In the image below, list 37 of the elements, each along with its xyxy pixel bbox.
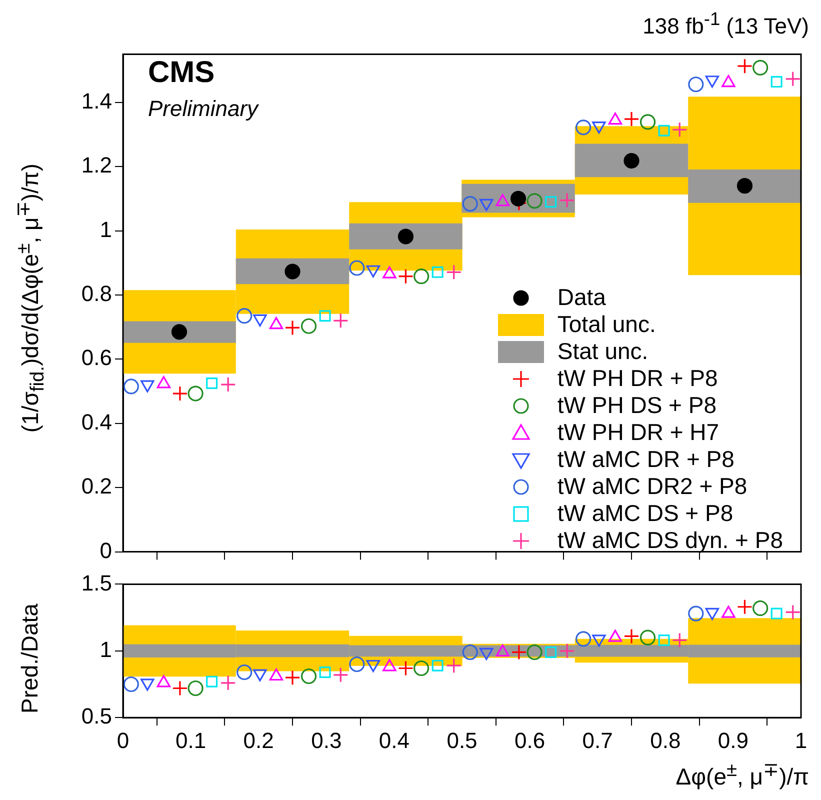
x-tick-label: 0.9 [718,728,748,753]
legend-label: Data [557,284,606,311]
y-tick-label: 0.6 [81,345,112,370]
legend-label: tW PH DR + P8 [557,365,718,392]
legend-label: tW PH DR + H7 [557,419,720,446]
x-tick-label: 0.8 [650,728,681,753]
legend-label: Total unc. [557,311,656,338]
legend-label: tW PH DS + P8 [557,392,717,419]
y-tick-label: 0 [100,538,112,563]
x-tick-label: 0.4 [378,728,410,753]
y-tick-label: 1.5 [81,570,112,596]
y-tick-label: 1.4 [81,88,112,114]
legend-label: tW aMC DS dyn. + P8 [557,527,783,554]
y-tick-label: 1 [100,216,112,242]
y-tick-label: 0.5 [81,704,112,729]
y-tick-label: 0.2 [81,474,112,499]
x-tick-label: 0.1 [176,728,206,753]
x-tick-label: 1 [794,728,808,753]
y-tick-label: 1 [100,636,112,662]
x-tick-label: 0.5 [446,728,478,753]
annotation: CMS [148,56,215,90]
legend-label: tW aMC DR2 + P8 [557,473,748,500]
y-tick-label: 0.8 [81,281,112,306]
x-tick-label: 0.7 [582,728,613,753]
x-tick-label: 0.6 [514,728,546,753]
legend-label: tW aMC DR + P8 [557,446,734,473]
annotation: Preliminary [148,96,258,122]
x-tick-label: 0 [116,728,130,753]
x-tick-label: 0.2 [243,728,274,753]
x-tick-label: 0.3 [311,728,342,753]
legend-label: tW aMC DS + P8 [557,500,734,527]
y-tick-label: 0.4 [81,409,112,434]
text: 138 fb$^{-1}$ (13 TeV) [642,8,810,38]
y-tick-label: 1.2 [81,152,112,178]
y-axis-title: Pred./Data [16,603,44,713]
x-axis-title: Δφ(e$^{±}$, μ$^{∓}$)/π [674,759,810,790]
legend-label: Stat unc. [557,338,648,365]
